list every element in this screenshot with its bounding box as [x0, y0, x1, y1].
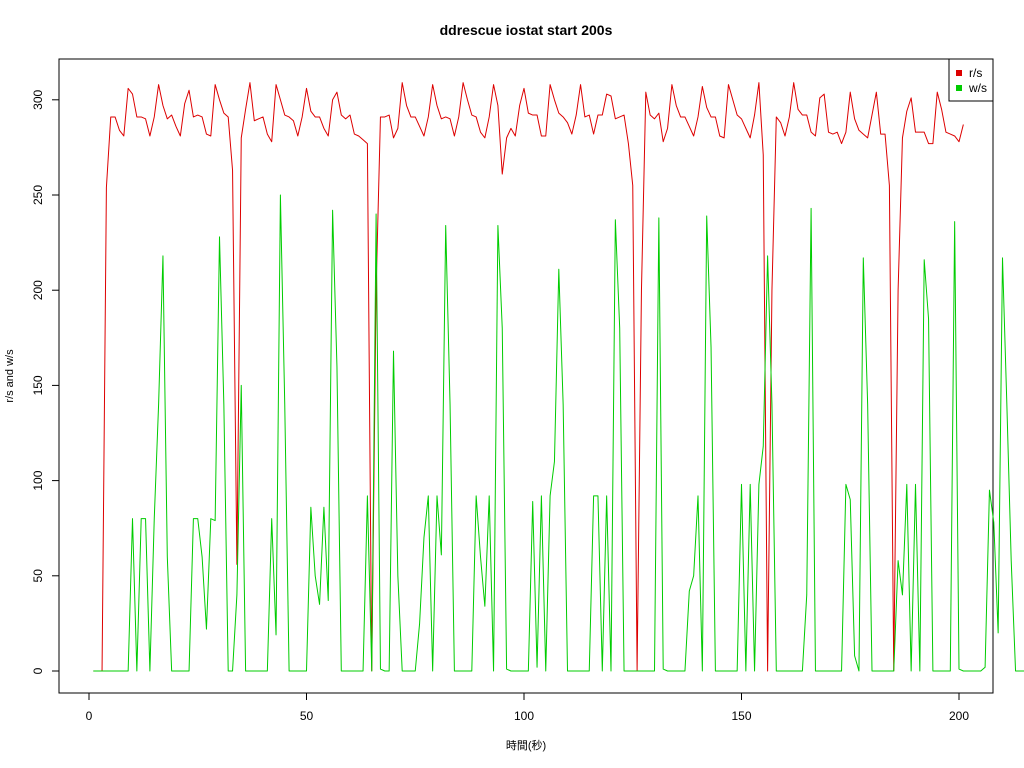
y-tick-label-150: 150: [31, 375, 45, 395]
legend-label-ws: w/s: [968, 81, 987, 95]
y-tick-label-0: 0: [31, 667, 45, 674]
y-tick-label-250: 250: [31, 185, 45, 205]
series-line-rs: [93, 82, 964, 672]
y-tick-label-50: 50: [31, 569, 45, 583]
series-line-ws: [93, 194, 1024, 672]
chart-title: ddrescue iostat start 200s: [440, 22, 613, 38]
legend-label-rs: r/s: [969, 66, 982, 80]
y-tick-label-300: 300: [31, 89, 45, 109]
legend: r/s w/s: [948, 58, 994, 102]
series-layer: [93, 82, 1024, 672]
y-tick-label-100: 100: [31, 470, 45, 490]
legend-swatch-rs: [956, 70, 962, 76]
x-tick-label-0: 0: [86, 709, 93, 723]
x-tick-label-50: 50: [300, 709, 314, 723]
y-tick-label-200: 200: [31, 280, 45, 300]
x-tick-label-100: 100: [514, 709, 534, 723]
x-axis-label: 時間(秒): [506, 738, 546, 752]
y-axis-label: r/s and w/s: [4, 349, 16, 403]
y-axis: 0 50 100 150 200 250 300: [31, 89, 60, 674]
legend-box: [948, 58, 994, 102]
x-tick-label-200: 200: [949, 709, 969, 723]
x-axis: 0 50 100 150 200: [86, 692, 969, 723]
legend-swatch-ws: [956, 85, 962, 91]
x-tick-label-150: 150: [731, 709, 751, 723]
